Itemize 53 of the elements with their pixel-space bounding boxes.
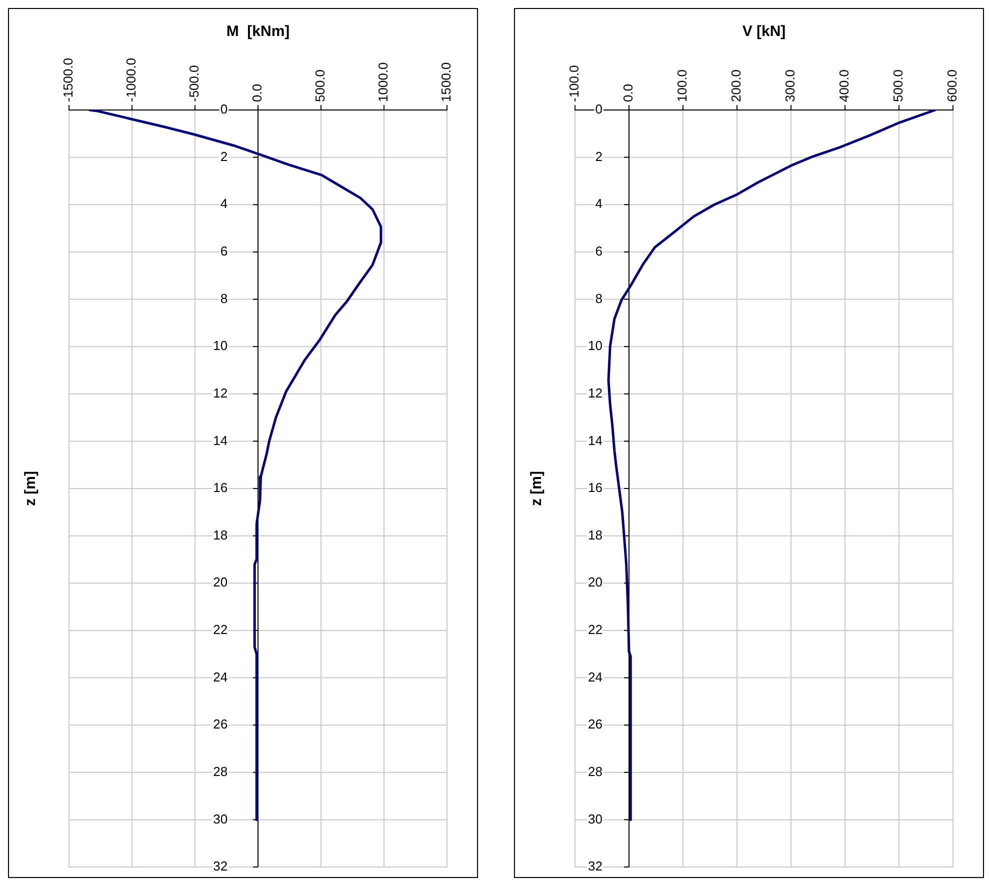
chart-title: M [kNm] [226,23,290,40]
x-tick-label: -500.0 [186,65,202,102]
x-tick-label: -100.0 [566,65,582,102]
x-tick-label: 500.0 [312,69,328,102]
y-tick-label: 10 [588,338,602,354]
y-tick-label: 2 [220,148,228,164]
y-tick-label: 18 [588,527,602,542]
y-tick-label: 30 [213,811,228,826]
y-tick-label: 30 [588,811,602,826]
x-tick-label: 100.0 [674,69,690,102]
x-tick-label: 1000.0 [376,62,391,102]
y-tick-label: 20 [588,574,602,590]
y-axis-title: z [m] [528,471,546,506]
x-tick-label: -1000.0 [124,58,139,102]
y-tick-label: 0 [595,102,602,117]
y-tick-label: 14 [213,432,228,448]
y-tick-label: 24 [588,669,602,684]
y-tick-label: 12 [588,385,602,400]
y-tick-label: 28 [588,764,602,779]
y-tick-label: 32 [213,858,228,874]
y-tick-label: 16 [588,480,602,496]
y-tick-label: 12 [213,385,228,400]
y-tick-label: 4 [595,196,602,212]
y-tick-label: 8 [220,290,228,306]
y-tick-label: 28 [213,764,228,779]
y-tick-label: 6 [220,244,228,259]
x-tick-label: 300.0 [782,69,798,102]
x-tick-label: 400.0 [836,69,852,102]
y-tick-label: 0 [220,102,228,117]
y-tick-label: 14 [588,432,602,448]
y-tick-label: 6 [595,244,602,259]
y-axis-title: z [m] [22,471,40,506]
y-tick-label: 22 [588,622,602,638]
y-tick-label: 8 [595,290,602,306]
y-tick-label: 32 [588,858,602,874]
y-tick-label: 22 [213,622,228,638]
x-tick-label: 500.0 [890,69,906,102]
y-tick-label: 10 [213,338,228,354]
y-tick-label: 4 [220,196,228,212]
x-tick-label: 600.0 [944,69,960,102]
x-tick-label: 1500.0 [438,62,454,102]
y-tick-label: 18 [213,527,228,542]
x-tick-label: 0.0 [620,84,636,102]
x-tick-label: 0.0 [250,84,265,102]
chart-title: V [kN] [742,23,786,40]
y-tick-label: 24 [213,669,228,684]
y-tick-label: 2 [595,148,602,164]
y-tick-label: 16 [213,480,228,496]
x-tick-label: 200.0 [728,69,744,102]
y-tick-label: 20 [213,574,228,590]
x-tick-label: -1500.0 [60,58,76,102]
y-tick-label: 26 [213,716,228,732]
y-tick-label: 26 [588,716,602,732]
